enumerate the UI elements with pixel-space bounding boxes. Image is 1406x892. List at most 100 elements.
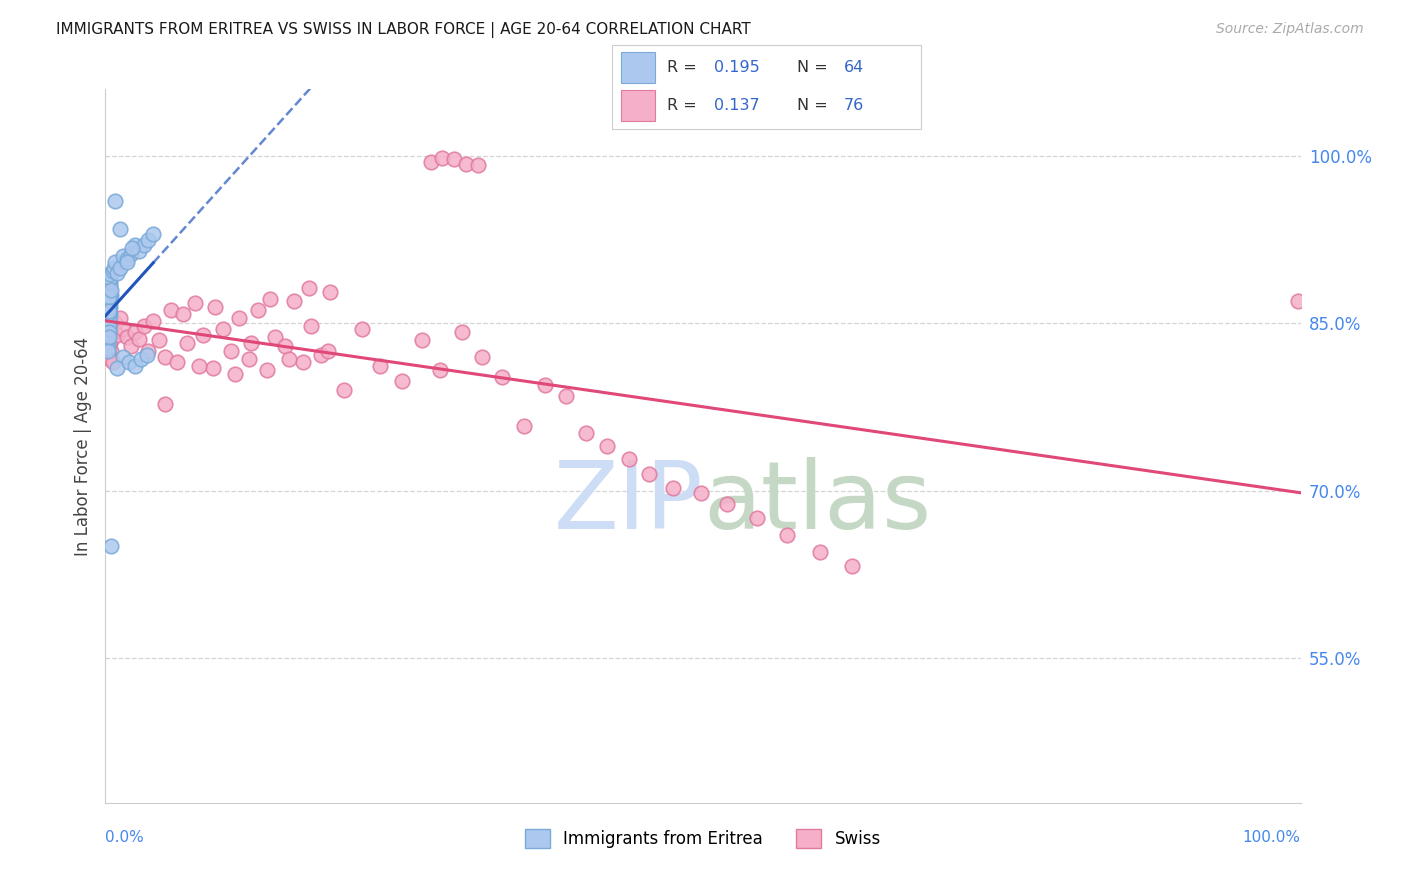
Point	[124, 326, 146, 340]
Point	[132, 318, 155, 333]
Point	[98, 295, 121, 310]
Point	[513, 419, 536, 434]
Point	[101, 326, 124, 340]
Point	[98, 274, 121, 288]
Point	[98, 292, 121, 306]
Point	[368, 359, 391, 373]
Point	[107, 266, 129, 280]
Point	[112, 249, 135, 264]
Point	[98, 348, 121, 362]
Text: 0.195: 0.195	[714, 60, 759, 75]
Point	[98, 310, 121, 325]
Point	[129, 352, 153, 367]
Point	[115, 330, 138, 344]
Text: 0.137: 0.137	[714, 98, 759, 113]
Point	[107, 360, 129, 375]
Point	[98, 296, 121, 310]
Point	[160, 303, 183, 318]
Point	[138, 344, 160, 359]
Point	[98, 307, 121, 322]
Text: 76: 76	[844, 98, 863, 113]
Point	[101, 355, 124, 369]
Point	[104, 317, 127, 331]
Point	[776, 528, 799, 542]
Point	[108, 260, 131, 275]
Point	[98, 326, 121, 340]
Point	[98, 287, 121, 301]
Point	[100, 539, 122, 553]
Point	[98, 314, 121, 328]
Point	[273, 339, 295, 353]
Point	[128, 244, 150, 258]
Point	[638, 467, 661, 481]
Point	[108, 221, 131, 235]
Text: 0.0%: 0.0%	[105, 830, 145, 845]
Point	[100, 344, 122, 359]
Point	[98, 300, 121, 314]
Point	[98, 323, 121, 337]
Point	[153, 350, 177, 364]
Point	[97, 332, 120, 346]
Point	[98, 310, 121, 324]
Point	[467, 158, 489, 172]
Point	[166, 355, 188, 369]
Point	[298, 280, 321, 294]
Point	[142, 227, 165, 241]
Point	[98, 289, 121, 303]
Point	[97, 341, 120, 355]
Point	[98, 306, 121, 320]
Point	[112, 322, 135, 336]
Point	[456, 157, 478, 171]
Point	[98, 268, 121, 282]
Point	[211, 322, 233, 336]
Point	[534, 377, 557, 392]
Point	[115, 252, 138, 266]
Point	[142, 314, 165, 328]
Point	[97, 322, 120, 336]
Text: 100.0%: 100.0%	[1243, 830, 1301, 845]
Point	[450, 326, 472, 340]
Point	[224, 367, 246, 381]
Point	[172, 307, 194, 322]
Point	[132, 238, 155, 252]
Point	[745, 511, 768, 525]
Point	[138, 233, 160, 247]
Point	[104, 194, 127, 208]
Point	[202, 360, 225, 375]
Point	[176, 336, 198, 351]
Point	[471, 350, 494, 364]
Point	[118, 355, 141, 369]
Bar	[621, 90, 655, 120]
Point	[98, 305, 121, 319]
Point	[716, 497, 738, 511]
Point	[120, 247, 142, 261]
Point	[193, 327, 215, 342]
Point	[98, 336, 121, 351]
Point	[219, 344, 242, 359]
Point	[419, 154, 441, 169]
Point	[98, 330, 121, 344]
Point	[98, 294, 121, 309]
Text: ZIP: ZIP	[554, 457, 703, 549]
Point	[443, 153, 465, 167]
Point	[256, 363, 278, 377]
Point	[98, 352, 121, 367]
Point	[121, 240, 143, 255]
Point	[124, 359, 146, 373]
Point	[97, 344, 120, 359]
Point	[264, 330, 287, 344]
Point	[104, 255, 127, 269]
Point	[238, 352, 260, 367]
Point	[689, 485, 711, 500]
Point	[98, 330, 121, 344]
Point	[100, 333, 122, 347]
Text: N =: N =	[797, 98, 834, 113]
Point	[204, 300, 226, 314]
Point	[259, 292, 281, 306]
Point	[98, 303, 121, 318]
Point	[98, 270, 121, 285]
Point	[283, 294, 305, 309]
Point	[841, 559, 863, 574]
Point	[97, 317, 120, 331]
Text: IMMIGRANTS FROM ERITREA VS SWISS IN LABOR FORCE | AGE 20-64 CORRELATION CHART: IMMIGRANTS FROM ERITREA VS SWISS IN LABO…	[56, 22, 751, 38]
